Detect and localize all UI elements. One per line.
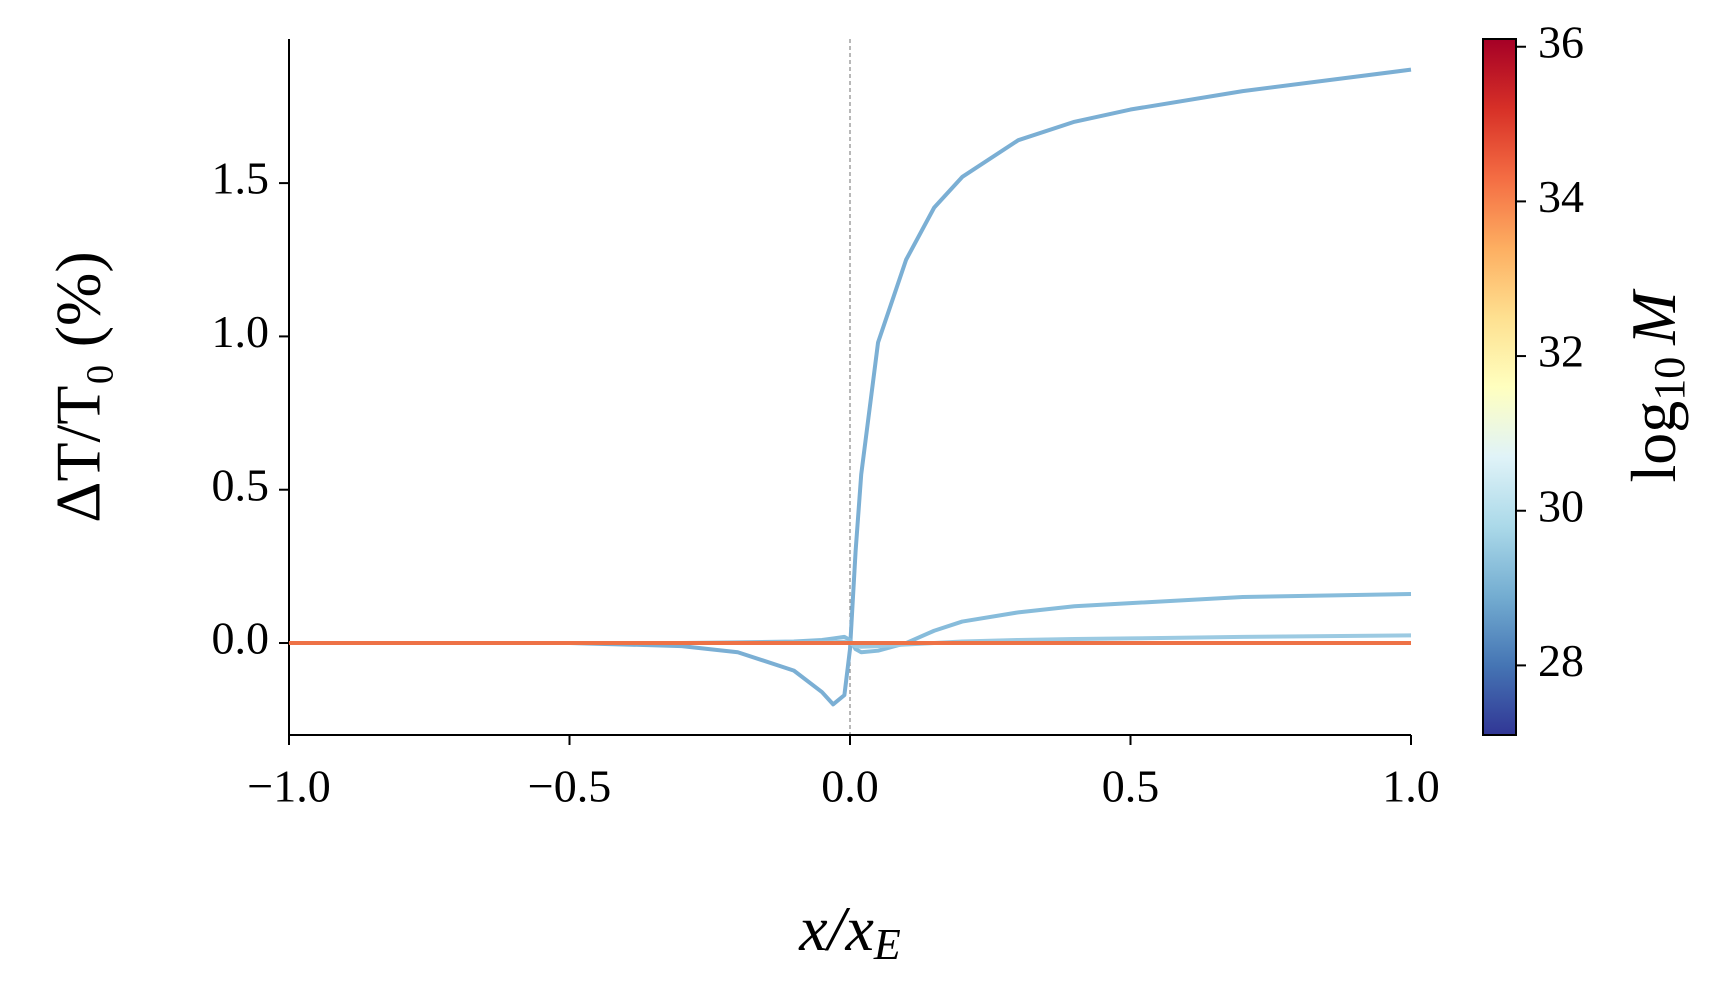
x-axis-label: x/xE xyxy=(798,893,901,969)
x-tick-label: 0.5 xyxy=(1102,761,1160,812)
colorbar-tick-label: 28 xyxy=(1538,635,1584,686)
y-axis-label: ΔT/T₀ (%) xyxy=(43,251,114,522)
colorbar-tick-label: 30 xyxy=(1538,480,1584,531)
x-tick-label: 0.0 xyxy=(821,761,879,812)
colorbar-label-var: M xyxy=(1618,288,1689,346)
x-tick-label: −0.5 xyxy=(528,761,611,812)
x-axis-label-sub: E xyxy=(873,920,901,969)
x-axis-label-main: x/x xyxy=(798,893,874,964)
y-tick-label: 0.5 xyxy=(212,459,270,510)
colorbar-label: log10 M xyxy=(1618,288,1694,483)
series-line xyxy=(289,67,1412,707)
colorbar-label-sub: 10 xyxy=(1645,357,1694,401)
colorbar-tick-label: 34 xyxy=(1538,171,1584,222)
colorbar xyxy=(1482,38,1517,736)
y-tick-label: 0.0 xyxy=(212,613,270,664)
colorbar-tick-label: 32 xyxy=(1538,326,1584,377)
x-tick-label: 1.0 xyxy=(1382,761,1440,812)
y-tick-label: 1.5 xyxy=(212,153,270,204)
y-tick-label: 1.0 xyxy=(212,306,270,357)
x-tick-label: −1.0 xyxy=(247,761,330,812)
colorbar-tick-label: 36 xyxy=(1538,16,1584,67)
colorbar-label-log: log xyxy=(1618,401,1689,483)
